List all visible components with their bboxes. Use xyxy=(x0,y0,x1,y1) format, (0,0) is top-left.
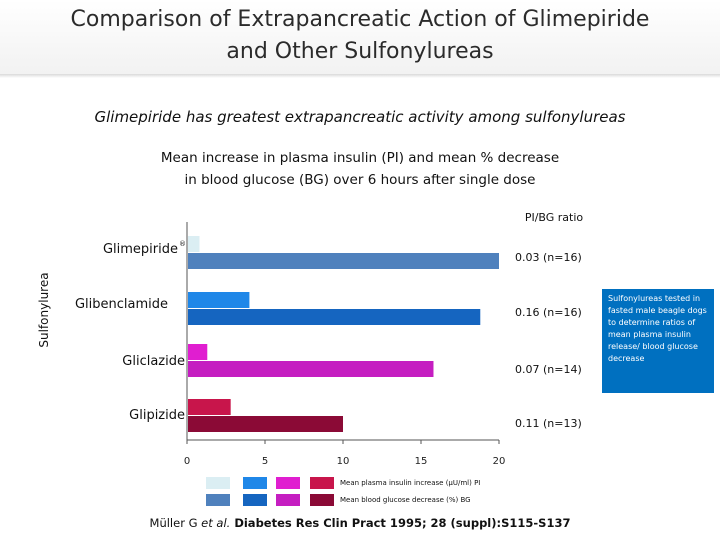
description-line-1: Mean increase in plasma insulin (PI) and… xyxy=(160,150,560,166)
description-line-2: in blood glucose (BG) over 6 hours after… xyxy=(184,172,536,188)
x-tick-label: 15 xyxy=(415,456,428,467)
legend-label: Mean blood glucose decrease (%) BG xyxy=(340,496,471,504)
citation-journal: Diabetes Res Clin Pract 1995; 28 (suppl)… xyxy=(230,516,571,530)
x-tick-label: 5 xyxy=(262,456,268,467)
bar-bg xyxy=(188,309,481,325)
category-label: Glibenclamide xyxy=(75,297,168,312)
ratio-label: 0.16 (n=16) xyxy=(515,306,582,319)
category-label: Gliclazide xyxy=(122,354,185,369)
category-label: Glipizide xyxy=(129,408,185,423)
registered-mark: ® xyxy=(179,240,186,248)
bar-pi xyxy=(188,399,231,415)
chart-description: Mean increase in plasma insulin (PI) and… xyxy=(80,147,640,191)
x-tick-label: 20 xyxy=(493,456,506,467)
ratio-label: 0.11 (n=13) xyxy=(515,417,582,430)
legend-swatch xyxy=(276,477,300,489)
bar-pi xyxy=(188,236,200,252)
ratio-label: 0.03 (n=16) xyxy=(515,251,582,264)
citation: Müller G et al. Diabetes Res Clin Pract … xyxy=(0,516,720,530)
legend-swatch xyxy=(310,494,334,506)
bar-bg xyxy=(188,416,343,432)
legend-swatch xyxy=(206,477,230,489)
side-note-box: Sulfonylureas tested in fasted male beag… xyxy=(602,289,714,393)
legend-label: Mean plasma insulin increase (µU/ml) PI xyxy=(340,479,480,487)
category-label: Glimepiride xyxy=(103,242,178,257)
header-rule xyxy=(0,74,720,78)
slide-title: Comparison of Extrapancreatic Action of … xyxy=(20,4,700,68)
citation-author: Müller G xyxy=(149,516,202,530)
legend-swatch xyxy=(243,494,267,506)
bar-pi xyxy=(188,344,208,360)
ratio-label: 0.07 (n=14) xyxy=(515,363,582,376)
bar-bg xyxy=(188,361,434,377)
ratio-header: PI/BG ratio xyxy=(525,211,584,224)
legend-swatch xyxy=(243,477,267,489)
bar-pi xyxy=(188,292,250,308)
legend-swatch xyxy=(276,494,300,506)
slide-subtitle: Glimepiride has greatest extrapancreatic… xyxy=(94,108,626,126)
title-line-2: and Other Sulfonylureas xyxy=(226,39,494,64)
legend-swatch xyxy=(310,477,334,489)
header-band xyxy=(0,0,720,74)
title-line-1: Comparison of Extrapancreatic Action of … xyxy=(70,7,650,32)
legend-swatch xyxy=(206,494,230,506)
citation-etal: et al. xyxy=(201,516,231,530)
bar-bg xyxy=(188,253,499,269)
x-tick-label: 10 xyxy=(337,456,350,467)
y-axis-title: Sulfonylurea xyxy=(37,272,51,347)
x-tick-label: 0 xyxy=(184,456,190,467)
